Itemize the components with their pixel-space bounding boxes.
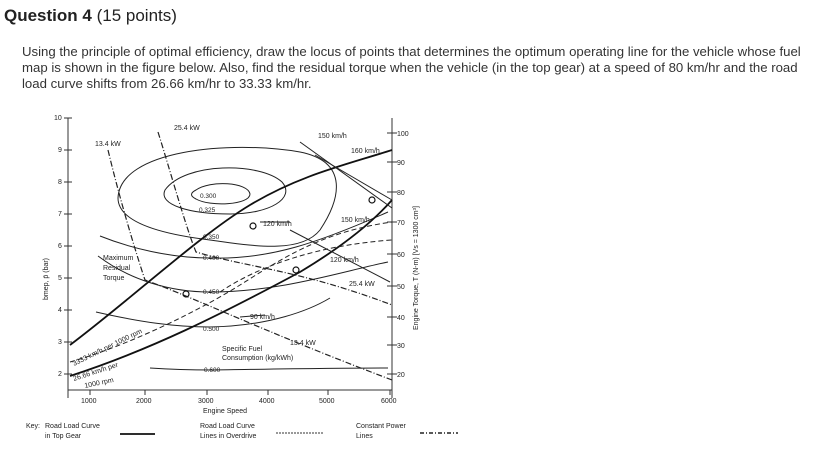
left-tick-labels: 10 9 8 7 6 5 4 3 2	[54, 115, 62, 378]
road-load-curves-overdrive	[69, 221, 393, 363]
line-90kmh	[239, 314, 266, 318]
label-25-4kw-top: 25.4 kW	[174, 125, 200, 132]
label-3333: 3333 km/h per 1000 rpm	[72, 328, 144, 368]
contour-0-300	[191, 183, 251, 205]
constant-power-13-4kw	[107, 149, 393, 381]
x-tick-2000: 2000	[136, 398, 152, 405]
contour-label-0-500: 0.500	[203, 326, 220, 333]
t-tick-70: 70	[397, 220, 405, 227]
figure-labels: 25.4 kW 13.4 kW 150 km/h 160 km/h 150 km…	[72, 125, 380, 390]
label-2666-2: 1000 rpm	[84, 377, 115, 390]
line-25-4kw-right	[289, 229, 391, 283]
contour-label-0-350: 0.350	[203, 234, 220, 241]
constant-power-lines	[107, 131, 393, 381]
road-load-curve-top-gear-2	[69, 149, 393, 346]
contour-label-0-325: 0.325	[199, 207, 216, 214]
contour-0-350	[117, 146, 337, 247]
contour-0-450	[97, 255, 389, 293]
y-tick-6: 6	[58, 243, 62, 250]
key-power-2: Lines	[356, 433, 373, 440]
t-tick-60: 60	[397, 252, 405, 259]
y-tick-9: 9	[58, 147, 62, 154]
label-25-4kw-right: 25.4 kW	[349, 281, 375, 288]
label-max-residual-3: Torque	[103, 275, 125, 282]
x-tick-5000: 5000	[319, 398, 335, 405]
t-tick-80: 80	[397, 190, 405, 197]
x-ticks	[89, 390, 391, 395]
label-max-residual-2: Residual	[103, 265, 131, 272]
x-tick-1000: 1000	[81, 398, 97, 405]
x-tick-6000: 6000	[381, 398, 397, 405]
legend-key: Key: Road Load Curve in Top Gear Road Lo…	[26, 423, 458, 440]
t-tick-30: 30	[397, 343, 405, 350]
t-tick-50: 50	[397, 284, 405, 291]
road-load-curve-overdrive-1	[69, 221, 393, 363]
key-title: Key:	[26, 423, 40, 430]
contour-0-500	[95, 297, 331, 328]
x-tick-3000: 3000	[198, 398, 214, 405]
question-text: Using the principle of optimal efficienc…	[22, 44, 801, 91]
key-power-1: Constant Power	[356, 423, 406, 430]
constant-power-25-4kw	[157, 131, 393, 306]
question-number: Question 4	[4, 6, 92, 25]
x-axis-label: Engine Speed	[203, 408, 247, 415]
point-low	[249, 222, 257, 230]
contour-labels: 0.300 0.325 0.350 0.400 0.450 0.500 0.60…	[199, 193, 221, 374]
t-tick-90: 90	[397, 160, 405, 167]
y-tick-2: 2	[58, 371, 62, 378]
t-tick-20: 20	[397, 372, 405, 379]
label-13-4kw-top: 13.4 kW	[95, 141, 121, 148]
label-160kmh: 160 km/h	[351, 148, 380, 155]
road-load-curve-overdrive-2	[219, 239, 393, 293]
x-tick-4000: 4000	[259, 398, 275, 405]
point-120kmh	[292, 266, 300, 274]
y-tick-3: 3	[58, 339, 62, 346]
label-max-residual-1: Maximum	[103, 255, 134, 262]
right-tick-labels: 100 90 80 70 60 50 40 30 20	[397, 131, 409, 379]
x-tick-labels: 1000 2000 3000 4000 5000 6000	[81, 398, 397, 405]
line-150kmh	[299, 141, 393, 209]
t-tick-40: 40	[397, 315, 405, 322]
y-tick-7: 7	[58, 211, 62, 218]
label-90kmh: 90 km/h	[250, 314, 275, 321]
label-specific-fuel-2: Consumption (kg/kWh)	[222, 355, 293, 362]
label-150kmh-top: 150 km/h	[318, 133, 347, 140]
contour-label-0-400: 0.400	[203, 255, 220, 262]
point-90kmh	[182, 290, 190, 298]
trend-lines	[239, 141, 393, 318]
left-ticks	[64, 117, 72, 375]
contour-label-0-600: 0.600	[204, 367, 221, 374]
y-tick-10: 10	[54, 115, 62, 122]
label-specific-fuel-1: Specific Fuel	[222, 346, 263, 353]
y-tick-4: 4	[58, 307, 62, 314]
key-road-top-1: Road Load Curve	[45, 423, 100, 430]
right-ticks	[387, 132, 397, 375]
line-160kmh	[314, 154, 393, 201]
y-right-label: Engine Torque, T (N-m) [Vs = 1300 cm³]	[413, 206, 420, 330]
operating-points	[182, 196, 376, 298]
question-points: (15 points)	[96, 6, 177, 25]
question-heading: Question 4 (15 points)	[4, 6, 177, 26]
t-tick-100: 100	[397, 131, 409, 138]
label-13-4kw-bottom: 13.4 kW	[290, 340, 316, 347]
label-120kmh-mid: 120 km/h	[263, 221, 292, 228]
key-road-top-2: in Top Gear	[45, 433, 82, 440]
label-120kmh-right: 120 km/h	[330, 257, 359, 264]
contour-0-600	[149, 367, 389, 371]
contour-label-0-300: 0.300	[200, 193, 217, 200]
key-road-over-1: Road Load Curve	[200, 423, 255, 430]
y-tick-8: 8	[58, 179, 62, 186]
key-road-over-2: Lines in Overdrive	[200, 433, 257, 440]
y-tick-5: 5	[58, 275, 62, 282]
label-150kmh-mid: 150 km/h	[341, 217, 370, 224]
contour-0-325	[163, 167, 287, 215]
y-left-label: bmep, p̄ (bar)	[43, 258, 50, 300]
point-150kmh	[368, 196, 376, 204]
contour-label-0-450: 0.450	[203, 289, 220, 296]
